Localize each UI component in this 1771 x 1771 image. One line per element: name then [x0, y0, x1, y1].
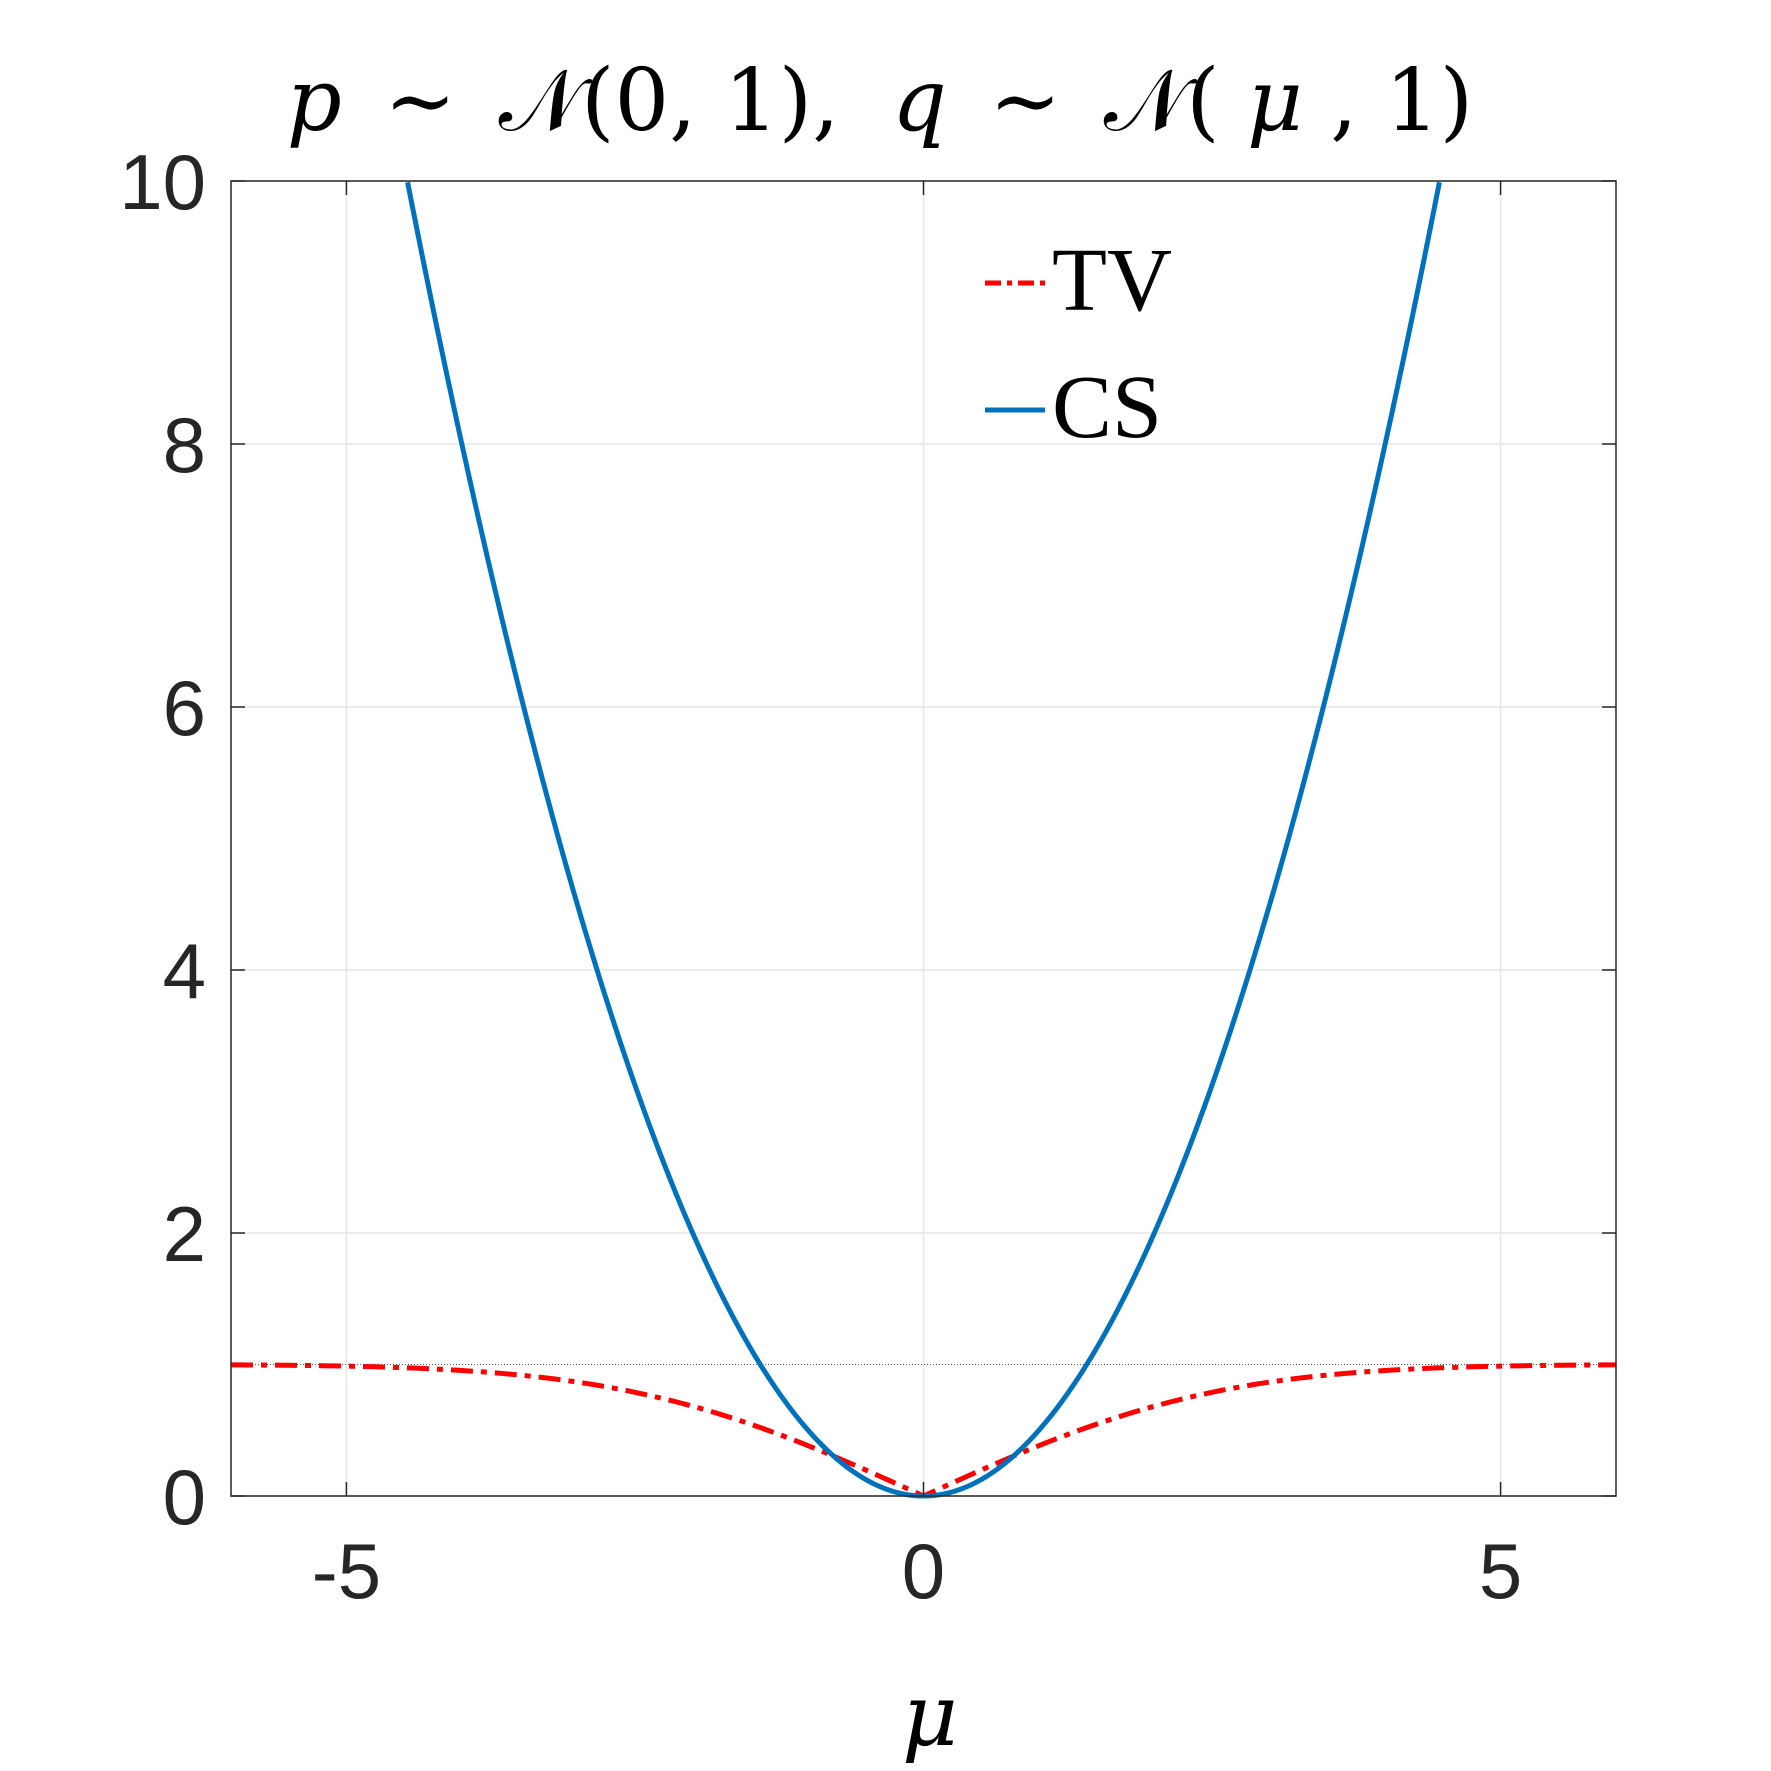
y-tick-label: 10 — [119, 138, 206, 226]
y-tick-label: 2 — [163, 1190, 206, 1278]
x-tick-label: 5 — [1479, 1527, 1522, 1615]
y-tick-label: 8 — [163, 401, 206, 489]
title-sim-2: ∼ — [989, 51, 1061, 151]
title-sim-1: ∼ — [384, 51, 456, 151]
x-axis-label: μ — [902, 1666, 958, 1766]
legend: TV CS — [985, 231, 1172, 457]
chart-title: p ∼ 𝒩(0, 1), q ∼ 𝒩( μ , 1) — [287, 51, 1473, 151]
title-mu: μ — [1247, 51, 1303, 151]
y-tick-label: 4 — [163, 927, 206, 1015]
title-p: p — [287, 51, 342, 151]
title-dist-2-open: 𝒩( — [1104, 51, 1220, 151]
x-tick-label: 0 — [902, 1527, 945, 1615]
legend-label-tv: TV — [1052, 231, 1172, 330]
x-tick-label: -5 — [312, 1527, 381, 1615]
y-tick-label: 6 — [163, 664, 206, 752]
title-dist-1: 𝒩(0, 1), — [499, 51, 840, 151]
axes — [230, 180, 1617, 1497]
tick-labels: -5 0 5 0 2 4 6 8 10 — [119, 138, 1522, 1615]
grid — [231, 180, 1616, 1497]
title-q: q — [892, 51, 947, 151]
legend-label-cs: CS — [1052, 358, 1162, 457]
y-tick-label: 0 — [163, 1453, 206, 1541]
title-dist-2-close: , 1) — [1330, 51, 1473, 151]
